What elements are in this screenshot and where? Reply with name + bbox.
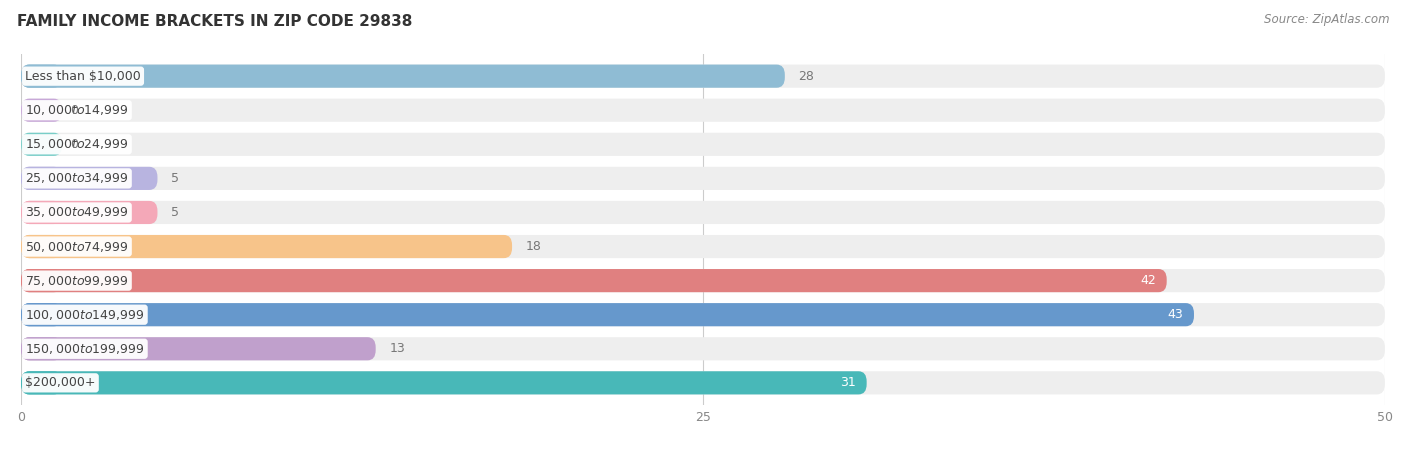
FancyBboxPatch shape xyxy=(21,167,62,190)
FancyBboxPatch shape xyxy=(21,201,1385,224)
FancyBboxPatch shape xyxy=(21,201,157,224)
FancyBboxPatch shape xyxy=(21,133,1385,156)
FancyBboxPatch shape xyxy=(21,371,1385,395)
FancyBboxPatch shape xyxy=(21,133,62,156)
FancyBboxPatch shape xyxy=(21,371,866,395)
Text: $10,000 to $14,999: $10,000 to $14,999 xyxy=(25,103,129,117)
FancyBboxPatch shape xyxy=(21,303,1385,326)
Text: 5: 5 xyxy=(172,206,179,219)
Text: $75,000 to $99,999: $75,000 to $99,999 xyxy=(25,274,129,288)
FancyBboxPatch shape xyxy=(21,64,785,88)
Text: $35,000 to $49,999: $35,000 to $49,999 xyxy=(25,206,129,220)
FancyBboxPatch shape xyxy=(21,371,62,395)
FancyBboxPatch shape xyxy=(21,269,1167,292)
Text: $200,000+: $200,000+ xyxy=(25,376,96,389)
Text: 43: 43 xyxy=(1167,308,1182,321)
FancyBboxPatch shape xyxy=(21,167,157,190)
Text: Source: ZipAtlas.com: Source: ZipAtlas.com xyxy=(1264,14,1389,27)
Text: $15,000 to $24,999: $15,000 to $24,999 xyxy=(25,137,129,151)
Text: 18: 18 xyxy=(526,240,541,253)
FancyBboxPatch shape xyxy=(21,64,1385,88)
FancyBboxPatch shape xyxy=(21,269,62,292)
FancyBboxPatch shape xyxy=(21,269,1385,292)
FancyBboxPatch shape xyxy=(21,235,512,258)
Text: 42: 42 xyxy=(1140,274,1156,287)
Text: Less than $10,000: Less than $10,000 xyxy=(25,70,141,83)
FancyBboxPatch shape xyxy=(21,167,1385,190)
Text: $150,000 to $199,999: $150,000 to $199,999 xyxy=(25,342,145,356)
Text: $50,000 to $74,999: $50,000 to $74,999 xyxy=(25,239,129,253)
FancyBboxPatch shape xyxy=(21,337,62,360)
Text: 0: 0 xyxy=(70,104,79,117)
FancyBboxPatch shape xyxy=(21,337,375,360)
Text: FAMILY INCOME BRACKETS IN ZIP CODE 29838: FAMILY INCOME BRACKETS IN ZIP CODE 29838 xyxy=(17,14,412,28)
Text: 0: 0 xyxy=(70,138,79,151)
FancyBboxPatch shape xyxy=(21,201,62,224)
FancyBboxPatch shape xyxy=(21,303,62,326)
Text: 5: 5 xyxy=(172,172,179,185)
FancyBboxPatch shape xyxy=(21,337,1385,360)
Text: 13: 13 xyxy=(389,342,405,355)
Text: $100,000 to $149,999: $100,000 to $149,999 xyxy=(25,308,145,322)
FancyBboxPatch shape xyxy=(21,235,62,258)
FancyBboxPatch shape xyxy=(21,99,1385,122)
FancyBboxPatch shape xyxy=(21,99,62,122)
Text: $25,000 to $34,999: $25,000 to $34,999 xyxy=(25,171,129,185)
FancyBboxPatch shape xyxy=(21,235,1385,258)
FancyBboxPatch shape xyxy=(21,303,1194,326)
Text: 28: 28 xyxy=(799,70,814,83)
Text: 31: 31 xyxy=(839,376,856,389)
FancyBboxPatch shape xyxy=(21,64,62,88)
